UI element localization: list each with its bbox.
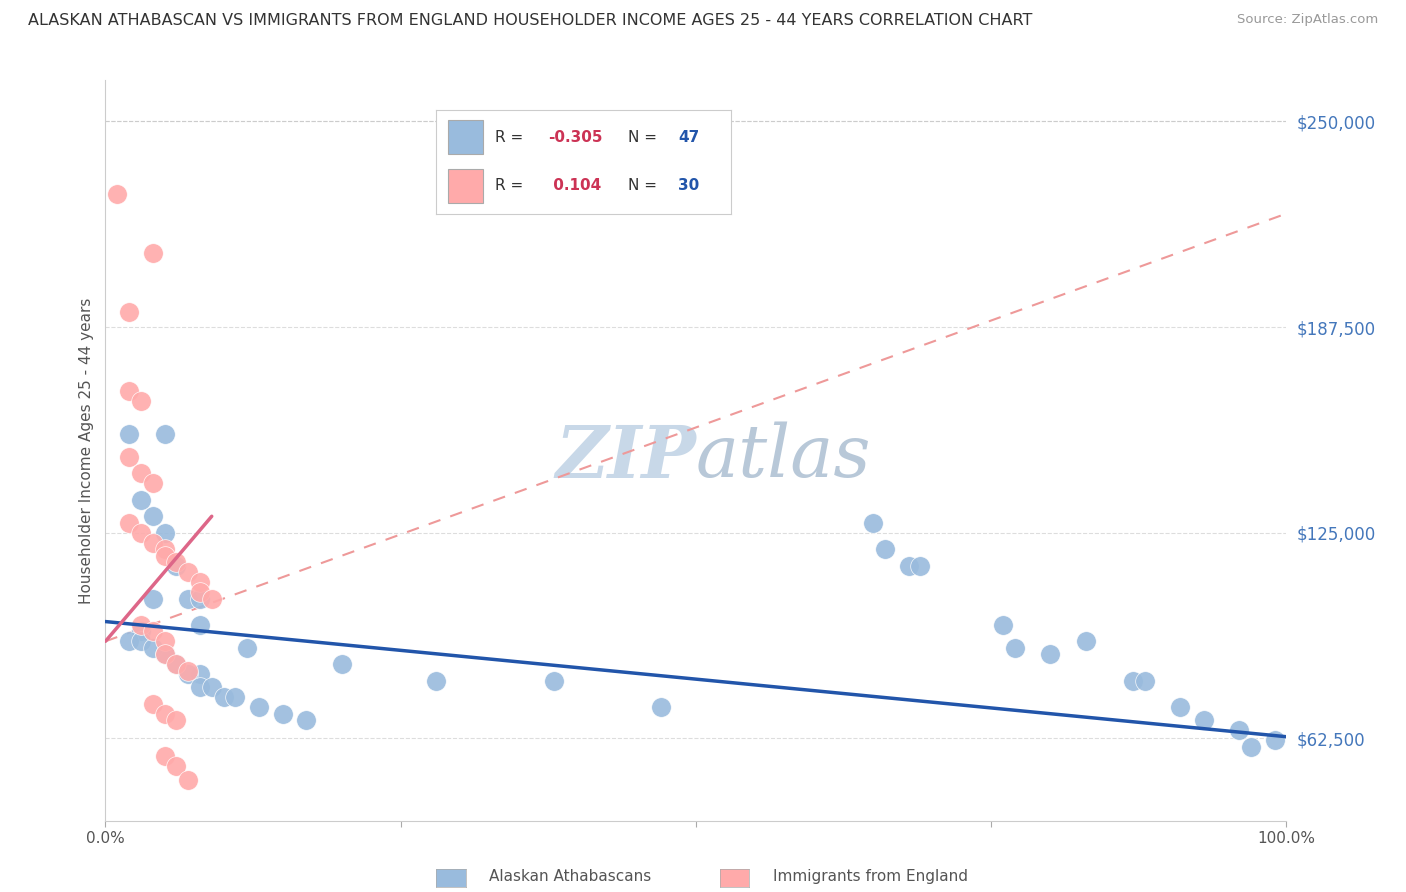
Point <box>129 624 152 639</box>
Point <box>1004 640 1026 655</box>
Text: atlas: atlas <box>696 422 872 492</box>
Point <box>118 634 141 648</box>
Point <box>188 575 211 590</box>
Point <box>201 681 224 695</box>
Point <box>153 634 176 648</box>
Y-axis label: Householder Income Ages 25 - 44 years: Householder Income Ages 25 - 44 years <box>79 297 94 604</box>
Point <box>142 476 165 491</box>
Point <box>165 713 187 727</box>
Point <box>212 690 235 705</box>
Text: ALASKAN ATHABASCAN VS IMMIGRANTS FROM ENGLAND HOUSEHOLDER INCOME AGES 25 - 44 YE: ALASKAN ATHABASCAN VS IMMIGRANTS FROM EN… <box>28 13 1032 29</box>
Point <box>129 525 152 540</box>
Point <box>425 673 447 688</box>
Point <box>153 706 176 721</box>
Point <box>188 618 211 632</box>
Point <box>118 450 141 464</box>
Point <box>153 749 176 764</box>
Point <box>177 565 200 579</box>
Point <box>897 558 920 573</box>
Point <box>118 516 141 530</box>
Point <box>991 618 1014 632</box>
Point <box>650 700 672 714</box>
Point <box>118 384 141 399</box>
Point <box>105 186 128 201</box>
Point <box>153 549 176 563</box>
Point <box>295 713 318 727</box>
Point <box>177 591 200 606</box>
Point <box>165 558 187 573</box>
Point <box>165 759 187 773</box>
Point <box>129 618 152 632</box>
Point <box>910 558 932 573</box>
Point <box>873 542 896 557</box>
Point <box>862 516 884 530</box>
Point <box>142 640 165 655</box>
Point <box>153 525 176 540</box>
Point <box>1122 673 1144 688</box>
Point <box>165 657 187 672</box>
Point <box>177 664 200 678</box>
Point <box>142 535 165 549</box>
Point <box>165 555 187 569</box>
Point <box>142 246 165 260</box>
Point <box>153 427 176 442</box>
Point <box>247 700 270 714</box>
Point <box>129 467 152 481</box>
Point <box>129 634 152 648</box>
Point <box>165 657 187 672</box>
Text: Source: ZipAtlas.com: Source: ZipAtlas.com <box>1237 13 1378 27</box>
Point <box>236 640 259 655</box>
Point <box>118 427 141 442</box>
Text: Alaskan Athabascans: Alaskan Athabascans <box>489 870 651 884</box>
Point <box>142 509 165 524</box>
Point <box>1192 713 1215 727</box>
Point <box>1133 673 1156 688</box>
Point <box>129 492 152 507</box>
Text: Immigrants from England: Immigrants from England <box>773 870 967 884</box>
Text: ZIP: ZIP <box>555 422 696 492</box>
Point <box>177 772 200 787</box>
Point <box>271 706 294 721</box>
Point <box>188 667 211 681</box>
Point <box>142 697 165 711</box>
Point <box>142 624 165 639</box>
Point <box>1264 733 1286 747</box>
Point <box>153 542 176 557</box>
Point <box>224 690 246 705</box>
Point <box>153 648 176 662</box>
Point <box>153 648 176 662</box>
Point <box>1074 634 1097 648</box>
Point <box>129 394 152 409</box>
Point <box>543 673 565 688</box>
Point <box>188 591 211 606</box>
Point <box>153 648 176 662</box>
Point <box>118 305 141 319</box>
Point <box>188 681 211 695</box>
Point <box>1039 648 1062 662</box>
Point <box>330 657 353 672</box>
Point <box>177 667 200 681</box>
Point <box>188 585 211 599</box>
Point <box>201 591 224 606</box>
Point <box>1227 723 1250 738</box>
Point <box>142 591 165 606</box>
Point <box>1240 739 1263 754</box>
Point <box>1168 700 1191 714</box>
